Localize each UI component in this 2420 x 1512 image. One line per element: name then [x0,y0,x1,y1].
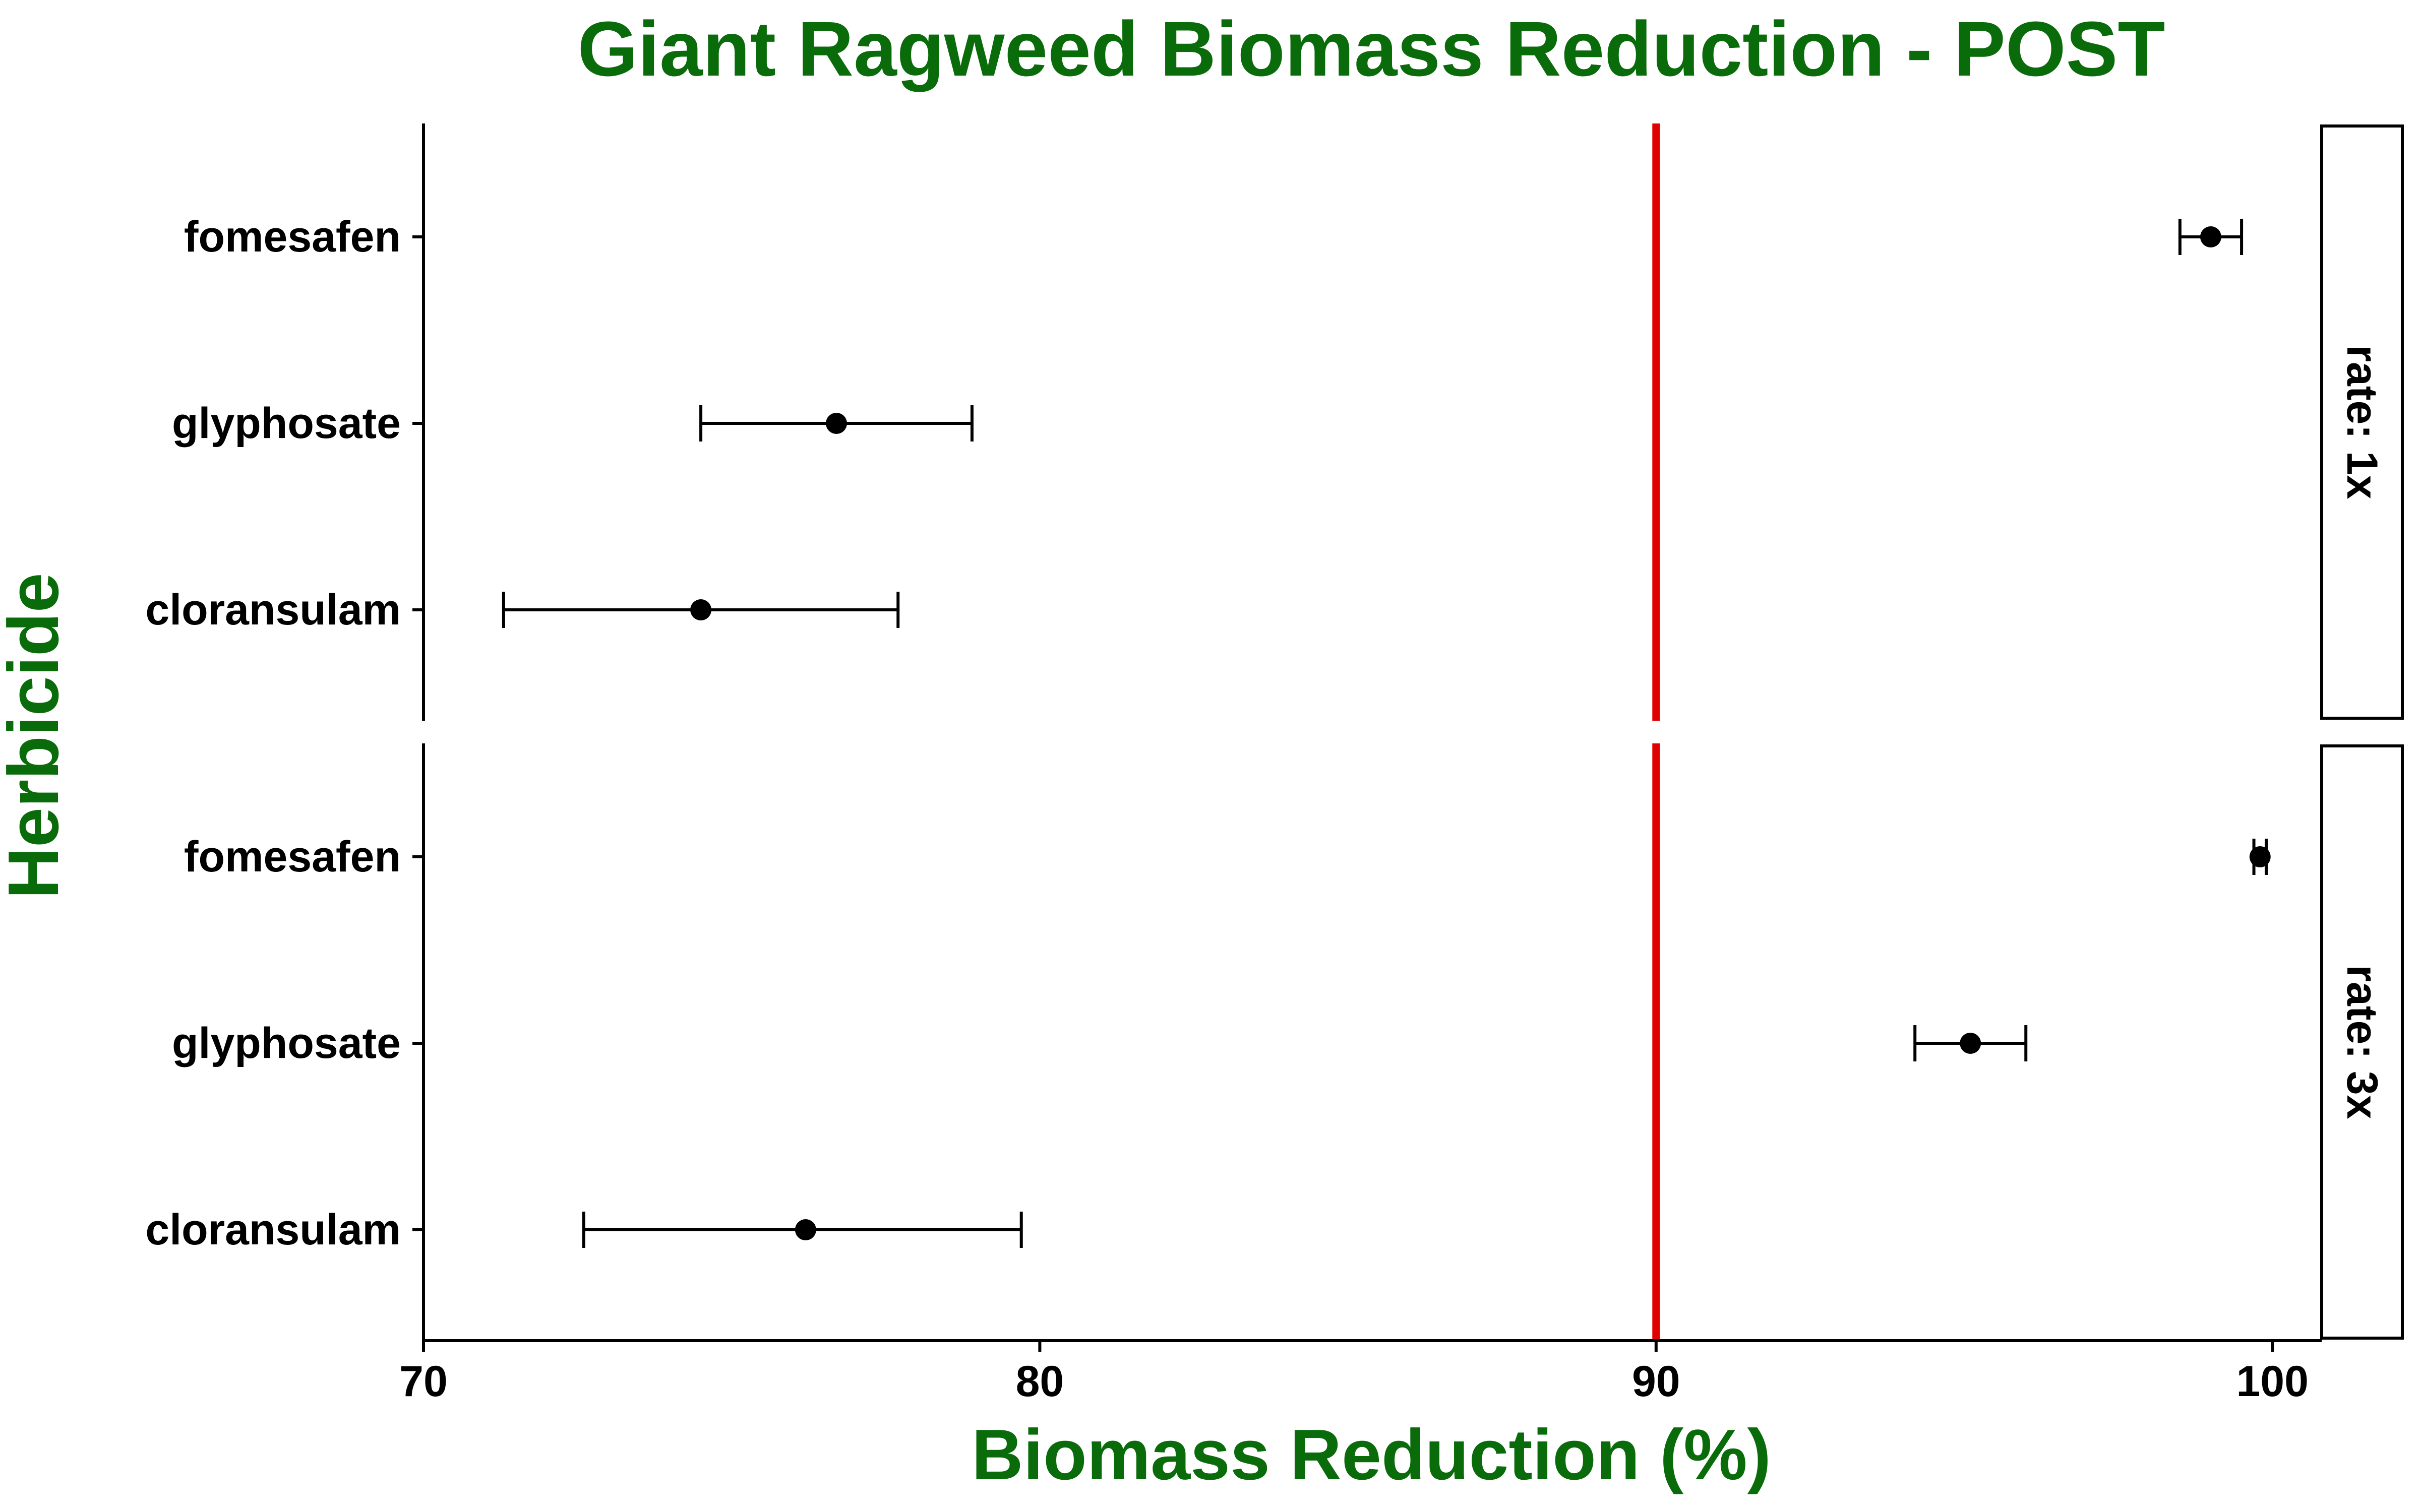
y-tick-label: fomesafen [184,833,401,881]
y-axis-title: Herbicide [0,573,74,899]
plot-area: rate: 1x fomesafen glyphosate cloransulam ra… [145,123,2404,1406]
facet-strip-label: rate: 1x [2338,345,2386,499]
data-point [826,413,848,434]
y-tick-label: cloransulam [145,1206,401,1254]
data-point [2249,846,2271,867]
data-point [795,1219,816,1240]
data-point [2200,226,2221,247]
y-tick-label: glyphosate [172,399,401,448]
x-tick-label: 80 [1016,1357,1064,1406]
x-tick-label: 90 [1632,1357,1680,1406]
x-tick-label: 70 [399,1357,448,1406]
chart-title: Giant Ragweed Biomass Reduction - POST [578,6,2165,92]
facet-strip [2320,124,2404,720]
data-point [690,599,712,620]
y-tick-label: fomesafen [184,213,401,261]
y-tick-label: cloransulam [145,586,401,634]
facet-strip [2320,744,2404,1340]
data-point [1960,1033,1981,1054]
facet-strip-label: rate: 3x [2338,965,2386,1119]
x-axis-title: Biomass Reduction (%) [972,1415,1771,1495]
y-tick-label: glyphosate [172,1019,401,1067]
x-tick-label: 100 [2236,1357,2309,1406]
